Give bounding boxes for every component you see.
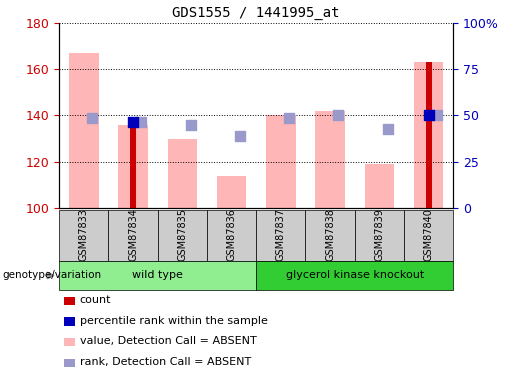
Bar	[158, 210, 207, 261]
Bar	[59, 261, 256, 290]
Point	[433, 112, 441, 118]
Bar	[425, 62, 432, 208]
Title: GDS1555 / 1441995_at: GDS1555 / 1441995_at	[173, 6, 340, 20]
Bar	[365, 164, 394, 208]
Point	[88, 115, 96, 121]
Point	[384, 126, 392, 132]
Text: wild type: wild type	[132, 270, 183, 280]
Text: percentile rank within the sample: percentile rank within the sample	[80, 316, 268, 326]
Bar	[404, 210, 453, 261]
Point	[424, 112, 433, 118]
Bar	[118, 124, 148, 208]
Bar	[256, 210, 305, 261]
Text: GSM87834: GSM87834	[128, 208, 138, 261]
Bar	[217, 176, 246, 208]
Text: GSM87836: GSM87836	[227, 208, 236, 261]
Point	[236, 133, 244, 139]
Bar	[256, 261, 453, 290]
Bar	[414, 62, 443, 208]
Point	[129, 119, 137, 125]
Text: GSM87837: GSM87837	[276, 208, 286, 261]
Text: GSM87839: GSM87839	[374, 208, 384, 261]
Bar	[167, 138, 197, 208]
Bar	[207, 210, 256, 261]
Bar	[130, 124, 136, 208]
Bar	[355, 210, 404, 261]
Text: glycerol kinase knockout: glycerol kinase knockout	[286, 270, 424, 280]
Text: GSM87838: GSM87838	[325, 208, 335, 261]
Point	[285, 115, 294, 121]
Point	[334, 112, 342, 118]
Text: GSM87835: GSM87835	[177, 208, 187, 261]
Bar	[59, 210, 109, 261]
Bar	[305, 210, 355, 261]
Bar	[266, 116, 296, 208]
Bar	[109, 210, 158, 261]
Text: GSM87833: GSM87833	[79, 208, 89, 261]
Point	[138, 119, 146, 125]
Text: genotype/variation: genotype/variation	[3, 270, 101, 280]
Bar	[315, 111, 345, 208]
Text: rank, Detection Call = ABSENT: rank, Detection Call = ABSENT	[80, 357, 251, 367]
Point	[186, 122, 195, 128]
Text: value, Detection Call = ABSENT: value, Detection Call = ABSENT	[80, 336, 256, 346]
Bar	[69, 53, 98, 208]
Text: GSM87840: GSM87840	[423, 208, 434, 261]
Text: count: count	[80, 295, 111, 305]
